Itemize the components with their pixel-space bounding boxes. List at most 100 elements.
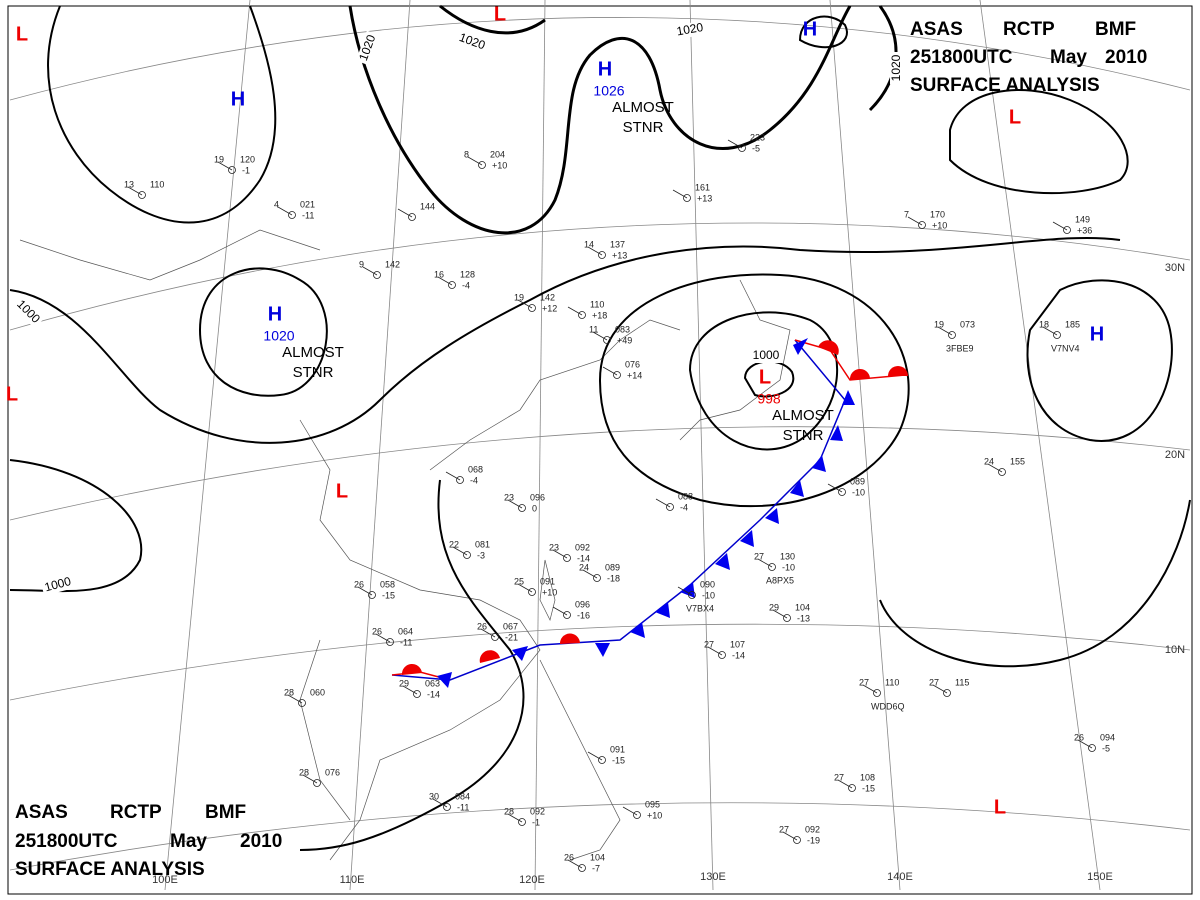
station-tendency: -15 — [382, 590, 395, 600]
wind-barb — [432, 798, 448, 808]
station-circle — [1063, 226, 1071, 234]
station-tendency: -11 — [302, 210, 314, 220]
station-plot: 223-5 — [727, 132, 765, 153]
pressure-center-symbol: L — [994, 796, 1006, 818]
header-text: May — [1050, 47, 1087, 68]
station-plot: 27 107-14 — [704, 639, 745, 660]
station-tendency: +10 — [932, 220, 947, 230]
station-tendency: -11 — [457, 802, 469, 812]
station-plot: 4 021-11 — [274, 199, 315, 220]
station-pressure: 091 — [610, 744, 625, 754]
station-plot: 19 120-1 — [214, 154, 255, 175]
header-text: 2010 — [1105, 47, 1147, 68]
station-id: WDD6Q — [871, 701, 905, 711]
station-plot: 26 067-21 — [477, 621, 518, 642]
station-circle — [443, 803, 451, 811]
station-plot: 27 092-19 — [779, 824, 820, 845]
station-circle — [718, 651, 726, 659]
station-circle — [373, 271, 381, 279]
station-plot: 30 084-11 — [429, 791, 470, 812]
station-plot: 110+18 — [567, 299, 607, 320]
station-tendency: -10 — [852, 487, 865, 497]
station-tendency: +10 — [647, 810, 662, 820]
station-circle — [478, 161, 486, 169]
station-plot: 149+36 — [1052, 214, 1092, 235]
station-pressure: 092 — [575, 542, 590, 552]
station-plot: 26 058-15 — [354, 579, 395, 600]
station-circle — [768, 563, 776, 571]
station-pressure: 083 — [615, 324, 630, 334]
station-circle — [228, 166, 236, 174]
station-plot: 089-10 — [827, 476, 865, 497]
central-pressure: 998 — [757, 391, 781, 407]
station-circle — [578, 311, 586, 319]
station-plot: 28 076 — [299, 767, 340, 787]
longitude-label: 140E — [887, 871, 913, 883]
pressure-center-symbol: L — [336, 480, 348, 502]
movement-note: ALMOST — [282, 344, 344, 361]
station-pressure: 073 — [960, 319, 975, 329]
wind-barb — [1042, 326, 1058, 336]
wind-barb — [567, 859, 583, 869]
station-circle — [943, 689, 951, 697]
station-pressure: 060 — [310, 687, 325, 697]
isobar-label-bg — [40, 574, 76, 596]
movement-note: STNR — [783, 427, 824, 444]
wind-barb — [727, 139, 743, 149]
wind-barb — [507, 813, 523, 823]
wind-barb — [862, 684, 878, 694]
station-tendency: -21 — [505, 632, 518, 642]
station-temperature: 27 — [779, 824, 789, 834]
station-tendency: -14 — [427, 689, 440, 699]
station-plot: 7 170+10 — [904, 209, 947, 230]
station-pressure: 107 — [730, 639, 745, 649]
header-text: May — [170, 831, 207, 852]
station-id: V7NV4 — [1051, 343, 1080, 353]
isobar-label: 1020 — [675, 20, 704, 38]
station-tendency: -4 — [680, 502, 688, 512]
isobar-label: 1000 — [43, 574, 73, 595]
station-temperature: 27 — [859, 677, 869, 687]
station-temperature: 8 — [464, 149, 469, 159]
wind-barb — [757, 558, 773, 568]
station-tendency: -16 — [577, 610, 590, 620]
wind-barb — [552, 549, 568, 559]
station-pressure: 088 — [678, 491, 693, 501]
station-tendency: -11 — [400, 637, 412, 647]
station-temperature: 23 — [549, 542, 559, 552]
station-pressure: 110 — [150, 179, 164, 189]
station-circle — [793, 836, 801, 844]
station-plot: 091-15 — [587, 744, 625, 765]
longitude-label: 100E — [152, 874, 178, 886]
station-tendency: +36 — [1077, 225, 1092, 235]
station-temperature: 26 — [564, 852, 574, 862]
wind-barb — [517, 299, 533, 309]
station-circle — [448, 281, 456, 289]
station-pressure: 120 — [240, 154, 255, 164]
station-tendency: +13 — [697, 193, 712, 203]
wind-barb — [517, 583, 533, 593]
station-pressure: 142 — [540, 292, 555, 302]
header-text: BMF — [1095, 19, 1136, 40]
isobar-label-bg — [890, 52, 904, 84]
station-pressure: 144 — [420, 201, 435, 211]
station-temperature: 22 — [449, 539, 459, 549]
station-temperature: 19 — [514, 292, 524, 302]
wind-barb — [437, 276, 453, 286]
station-pressure: 096 — [575, 599, 590, 609]
isobars — [9, 4, 1191, 851]
wind-barb — [467, 156, 483, 166]
wind-barb — [287, 694, 303, 704]
station-circle — [603, 336, 611, 344]
wind-barb — [127, 186, 143, 196]
station-pressure: 128 — [460, 269, 475, 279]
station-pressure: 096 — [530, 492, 545, 502]
station-pressure: 223 — [750, 132, 765, 142]
isobar-label: 1020 — [889, 54, 903, 81]
station-temperature: 16 — [434, 269, 444, 279]
station-tendency: -15 — [612, 755, 625, 765]
station-tendency: -19 — [807, 835, 820, 845]
station-pressure: 081 — [475, 539, 490, 549]
station-tendency: -3 — [477, 550, 485, 560]
station-circle — [528, 304, 536, 312]
